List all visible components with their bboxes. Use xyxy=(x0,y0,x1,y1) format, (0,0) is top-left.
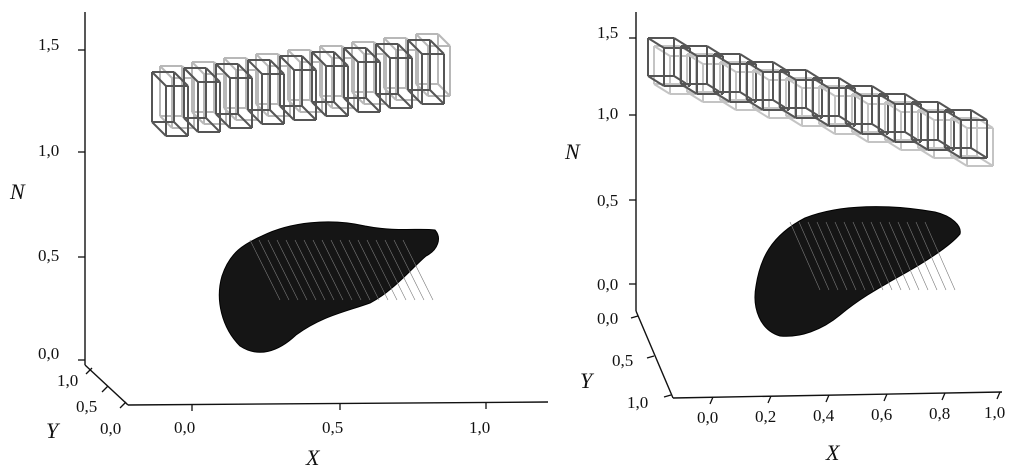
left-n-tick-label: 1,0 xyxy=(38,141,59,160)
right-x-axis xyxy=(672,391,1003,399)
left-x-tick-label: 0,5 xyxy=(322,418,343,437)
right-y-axis xyxy=(635,310,674,399)
left-n-tick-label: 0,5 xyxy=(38,246,59,265)
right-x-tick-label: 0,2 xyxy=(755,407,776,426)
right-mesh-surface xyxy=(754,206,961,337)
wireframe-cube xyxy=(159,65,195,129)
left-x-tick-label: 0,0 xyxy=(174,418,195,437)
right-x-tick-mark xyxy=(941,392,946,401)
left-y-tick-mark xyxy=(85,367,93,375)
right-y-axis-label: Y xyxy=(580,368,595,393)
left-n-tick-label: 1,5 xyxy=(38,35,59,54)
wireframe-cube xyxy=(183,67,221,133)
right-cube-row xyxy=(647,37,994,167)
right-x-tick-mark xyxy=(883,393,888,402)
right-x-tick-mark xyxy=(709,396,714,405)
left-y-tick-label: 1,0 xyxy=(57,371,78,390)
left-mesh-surface xyxy=(218,221,439,353)
right-n-tick-label: 1,5 xyxy=(597,23,618,42)
wireframe-cube xyxy=(407,39,445,105)
left-y-tick-mark xyxy=(101,385,109,393)
wireframe-cube xyxy=(279,55,317,121)
wireframe-cube xyxy=(215,63,253,129)
right-x-tick-label: 1,0 xyxy=(984,403,1005,422)
right-n-tick-label: 0,5 xyxy=(597,191,618,210)
left-x-tick-label: 1,0 xyxy=(469,418,490,437)
right-x-tick-mark xyxy=(996,391,1001,400)
right-x-tick-label: 0,0 xyxy=(697,408,718,427)
left-n-axis-label: N xyxy=(9,179,26,204)
wireframe-cube xyxy=(375,43,413,109)
right-y-tick-label: 0,0 xyxy=(597,309,618,328)
right-n-tick-label: 1,0 xyxy=(597,104,618,123)
right-x-tick-mark xyxy=(767,395,772,404)
left-y-tick-label: 0,0 xyxy=(100,419,121,438)
wireframe-cube xyxy=(247,59,285,125)
left-n-tick-label: 0,0 xyxy=(38,344,59,363)
right-n-axis-label: N xyxy=(564,139,581,164)
left-panel: 1,5 1,0 0,5 0,0 N 1,0 0,5 0,0 Y 0,0 0,5 … xyxy=(9,12,549,470)
right-panel: 1,5 1,0 0,5 0,0 N 0,0 0,5 1,0 Y 0,0 0,2 … xyxy=(564,12,1005,465)
left-y-axis xyxy=(84,364,129,406)
left-x-axis-label: X xyxy=(305,445,321,470)
right-y-tick-mark xyxy=(646,355,655,359)
left-x-axis xyxy=(127,401,549,406)
wireframe-cube xyxy=(311,51,349,117)
left-y-tick-mark xyxy=(119,401,127,409)
left-y-tick-label: 0,5 xyxy=(76,397,97,416)
right-x-tick-label: 0,4 xyxy=(813,406,835,425)
right-x-tick-mark xyxy=(825,394,830,403)
right-y-tick-mark xyxy=(663,394,672,398)
left-cube-row xyxy=(151,33,451,137)
wireframe-cube xyxy=(944,109,988,159)
right-x-tick-label: 0,6 xyxy=(871,405,892,424)
left-y-axis-label: Y xyxy=(46,418,61,443)
right-y-tick-label: 0,5 xyxy=(612,351,633,370)
right-n-tick-label: 0,0 xyxy=(597,275,618,294)
wireframe-cube xyxy=(151,71,189,137)
right-x-axis-label: X xyxy=(825,440,841,465)
right-y-tick-mark xyxy=(630,315,639,319)
right-y-tick-label: 1,0 xyxy=(627,393,648,412)
right-x-tick-label: 0,8 xyxy=(929,404,950,423)
